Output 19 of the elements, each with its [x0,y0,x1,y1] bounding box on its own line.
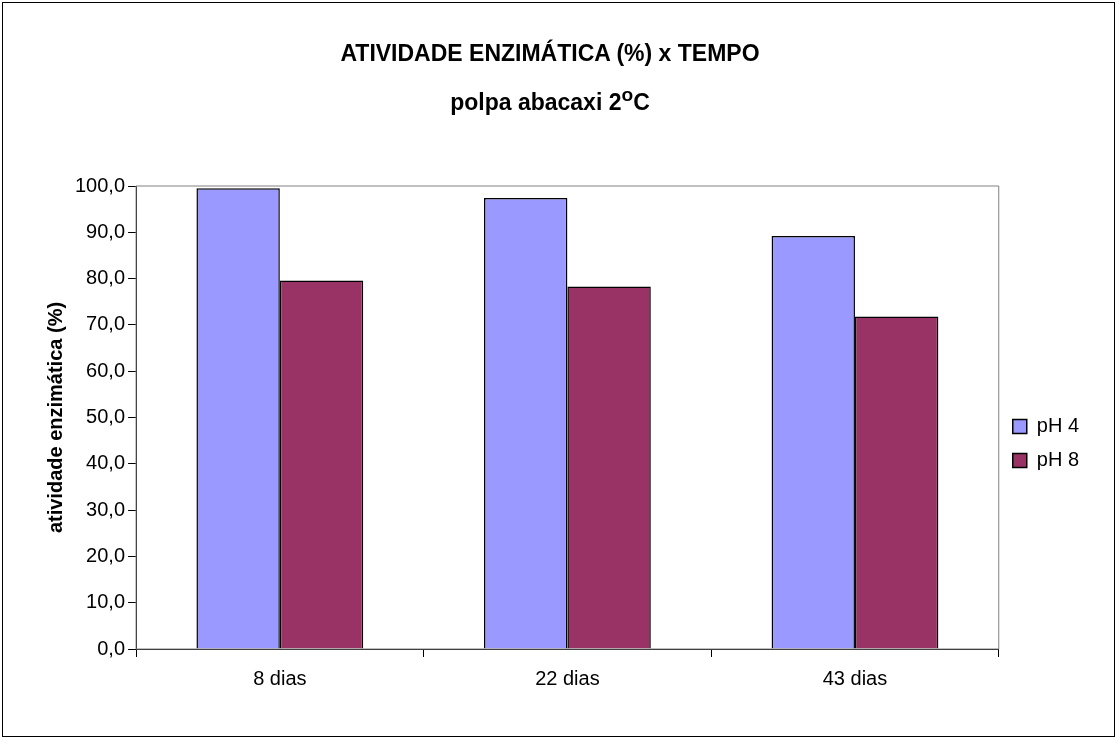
legend-label: pH 4 [1036,414,1079,437]
y-tick-label: 70,0 [86,312,126,335]
x-tick-label: 22 dias [535,666,600,689]
y-tick-label: 50,0 [86,405,126,428]
y-tick-label: 10,0 [86,590,126,613]
y-tick-label: 0,0 [97,636,126,659]
x-tick-label: 8 dias [253,666,307,689]
y-tick-label: 60,0 [86,358,126,381]
y-tick-label: 40,0 [86,451,126,474]
chart-title: ATIVIDADE ENZIMÁTICA (%) x TEMPO [339,40,761,67]
legend-label: pH 8 [1036,448,1079,471]
x-tick-label: 43 dias [822,666,888,689]
chart-subtitle: polpa abacaxi 2$^{o}$C [449,84,651,116]
y-axis-title: atividade enzimática (%) [43,301,66,534]
y-tick-label: 100,0 [74,173,126,196]
y-tick-label: 80,0 [86,266,126,289]
y-tick-label: 20,0 [86,543,126,566]
y-tick-label: 90,0 [86,219,126,242]
y-tick-label: 30,0 [86,497,126,520]
